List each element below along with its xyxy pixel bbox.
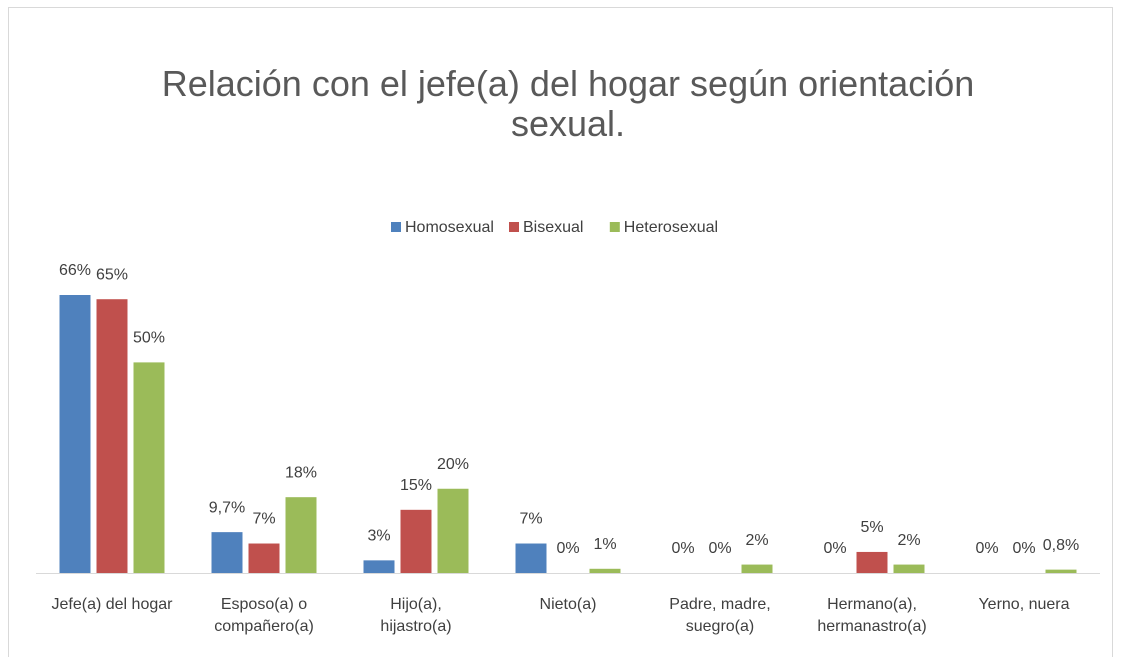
bar bbox=[515, 543, 547, 573]
data-label: 7% bbox=[519, 511, 542, 528]
bar bbox=[856, 551, 888, 573]
bar bbox=[893, 564, 925, 573]
x-tick-label: Padre, madre, suegro(a) bbox=[669, 596, 771, 635]
x-tick-label: Hijo(a), hijastro(a) bbox=[380, 596, 452, 635]
data-label: 0% bbox=[1012, 540, 1035, 557]
data-label: 5% bbox=[860, 519, 883, 536]
x-tick-label: Esposo(a) o compañero(a) bbox=[214, 596, 314, 635]
chart-border bbox=[8, 7, 1113, 657]
bar bbox=[59, 295, 91, 573]
legend-label: Homosexual bbox=[405, 219, 494, 236]
bar bbox=[363, 560, 395, 573]
x-tick-label: Hermano(a), hermanastro(a) bbox=[817, 596, 927, 635]
bar bbox=[589, 568, 621, 573]
bar bbox=[285, 497, 317, 573]
legend-swatch bbox=[509, 222, 519, 232]
x-tick-label: Yerno, nuera bbox=[978, 596, 1070, 613]
legend-swatch bbox=[391, 222, 401, 232]
data-label: 3% bbox=[367, 528, 390, 545]
bar bbox=[437, 488, 469, 573]
data-label: 0% bbox=[708, 540, 731, 557]
bar bbox=[1045, 569, 1077, 573]
bar bbox=[211, 532, 243, 573]
data-label: 20% bbox=[437, 456, 469, 473]
bar bbox=[400, 509, 432, 573]
data-label: 2% bbox=[897, 532, 920, 549]
legend-label: Heterosexual bbox=[624, 219, 718, 236]
data-label: 65% bbox=[96, 266, 128, 283]
bar bbox=[96, 299, 128, 573]
data-label: 2% bbox=[745, 532, 768, 549]
x-tick-label: Jefe(a) del hogar bbox=[51, 596, 173, 613]
data-label: 18% bbox=[285, 464, 317, 481]
data-label: 66% bbox=[59, 262, 91, 279]
data-label: 0% bbox=[671, 540, 694, 557]
data-label: 0% bbox=[556, 540, 579, 557]
data-label: 0% bbox=[823, 540, 846, 557]
data-label: 0,8% bbox=[1043, 537, 1079, 554]
bar bbox=[248, 543, 280, 573]
data-label: 15% bbox=[400, 477, 432, 494]
bar bbox=[741, 564, 773, 573]
data-label: 9,7% bbox=[209, 499, 245, 516]
x-tick-label: Nieto(a) bbox=[539, 596, 597, 613]
data-label: 1% bbox=[593, 536, 616, 553]
data-label: 0% bbox=[975, 540, 998, 557]
data-label: 7% bbox=[252, 511, 275, 528]
data-label: 50% bbox=[133, 330, 165, 347]
chart-title: Relación con el jefe(a) del hogar según … bbox=[161, 63, 975, 144]
legend-label: Bisexual bbox=[523, 219, 583, 236]
legend-swatch bbox=[609, 222, 620, 232]
bar bbox=[133, 362, 165, 573]
